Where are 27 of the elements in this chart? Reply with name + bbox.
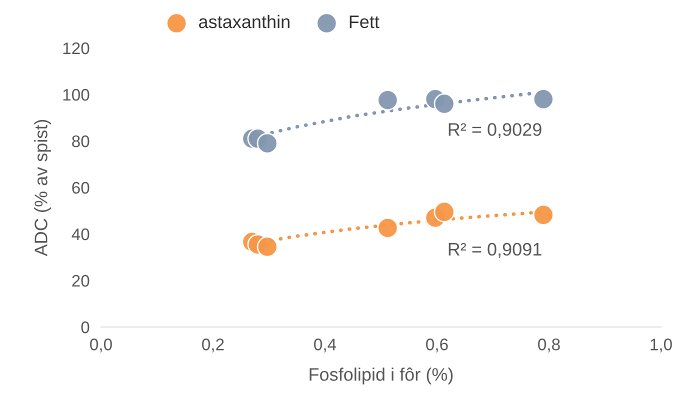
x-tick-label: 0,2 bbox=[202, 338, 224, 352]
point bbox=[434, 201, 455, 222]
y-axis-title: ADC (% av spist) bbox=[34, 120, 51, 256]
x-axis-title: Fosfolipid i fôr (%) bbox=[310, 368, 453, 384]
point bbox=[377, 217, 398, 238]
x-tick-label: 0,8 bbox=[538, 338, 560, 352]
annotation: R² = 0,9091 bbox=[448, 242, 542, 258]
point bbox=[256, 236, 278, 258]
point bbox=[377, 90, 398, 111]
legend-label: astaxanthin bbox=[199, 14, 290, 28]
y-tick-label: 120 bbox=[63, 42, 90, 54]
x-tick-label: 0,4 bbox=[314, 338, 336, 352]
y-tick-label: 0 bbox=[81, 321, 90, 334]
point bbox=[434, 93, 455, 114]
point bbox=[256, 132, 278, 154]
x-tick-label: 1,0 bbox=[650, 338, 672, 352]
y-tick-label: 40 bbox=[72, 228, 90, 240]
y-tick-label: 60 bbox=[72, 182, 90, 194]
y-tick-label: 100 bbox=[63, 88, 90, 101]
x-tick-label: 0,0 bbox=[90, 338, 112, 352]
point bbox=[532, 88, 554, 110]
annotation: R² = 0,9029 bbox=[448, 123, 542, 138]
point bbox=[532, 204, 554, 226]
y-tick-label: 80 bbox=[72, 135, 90, 148]
x-tick-label: 0,6 bbox=[426, 338, 448, 352]
legend-label: Fett bbox=[350, 16, 380, 28]
y-tick-label: 20 bbox=[72, 274, 90, 287]
